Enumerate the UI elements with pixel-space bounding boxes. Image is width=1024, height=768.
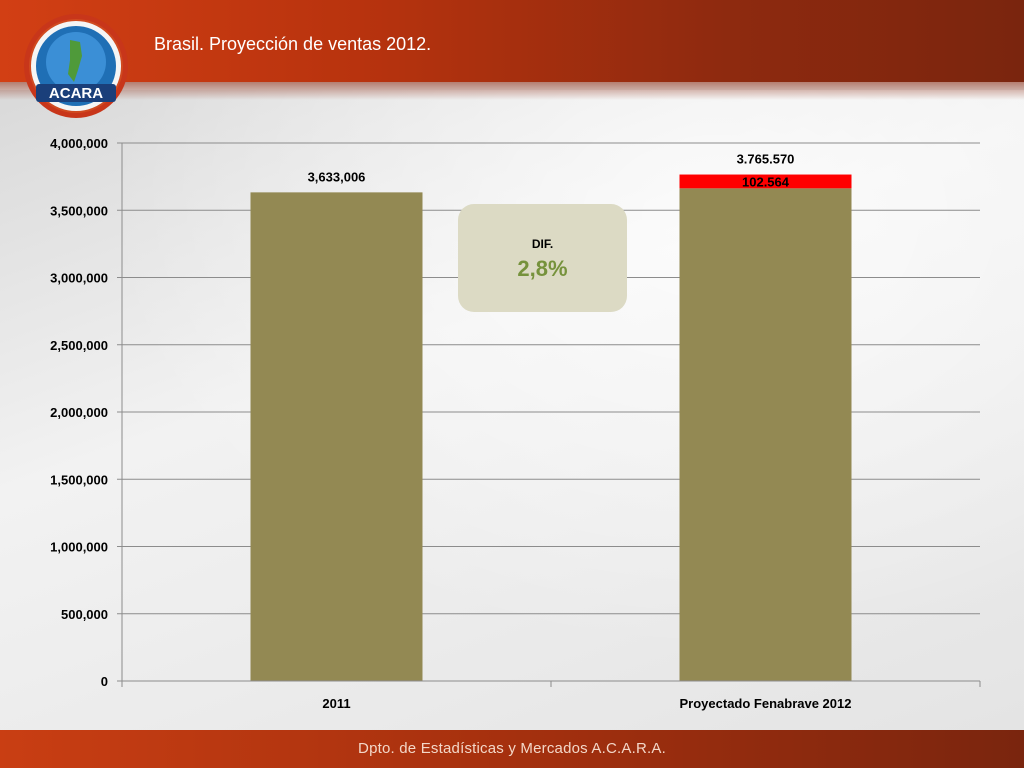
header-bar <box>0 0 1024 82</box>
x-category-label: Proyectado Fenabrave 2012 <box>680 696 852 711</box>
y-tick-label: 3,000,000 <box>50 271 108 286</box>
bar-data-label: 3,633,006 <box>308 169 366 184</box>
bar-base <box>679 188 852 682</box>
y-tick-label: 0 <box>101 674 108 689</box>
footer-text: Dpto. de Estadísticas y Mercados A.C.A.R… <box>358 740 666 757</box>
x-category-label: 2011 <box>322 696 350 711</box>
y-tick-label: 500,000 <box>61 607 108 622</box>
logo-text: ACARA <box>49 85 103 102</box>
y-tick-label: 1,500,000 <box>50 472 108 487</box>
y-tick-label: 3,500,000 <box>50 203 108 218</box>
bar-base <box>250 192 423 681</box>
total-data-label: 3.765.570 <box>737 152 795 167</box>
y-tick-label: 1,000,000 <box>50 540 108 555</box>
bars <box>250 174 852 682</box>
background-decoration <box>0 90 1024 730</box>
data-labels: 3,633,006 102.564 3.765.570 <box>308 152 795 190</box>
y-tick-label: 2,000,000 <box>50 405 108 420</box>
difference-label: DIF. <box>531 237 554 251</box>
page-title: Brasil. Proyección de ventas 2012. <box>154 34 432 54</box>
difference-callout: DIF. 2,8% <box>458 204 627 312</box>
acara-logo-icon: ACARA <box>22 12 130 120</box>
difference-value: 2,8% <box>517 256 568 281</box>
y-axis-tick-labels: 0 500,000 1,000,000 1,500,000 2,000,000 2,500… <box>50 136 108 689</box>
footer-bar <box>0 730 1024 768</box>
x-axis: 2011 Proyectado Fenabrave 2012 <box>121 143 981 711</box>
y-tick-label: 2,500,000 <box>50 338 108 353</box>
increment-data-label: 102.564 <box>742 174 790 189</box>
y-tick-label: 4,000,000 <box>50 136 108 151</box>
header-shadow <box>0 82 1024 100</box>
bar-increment <box>679 174 852 189</box>
